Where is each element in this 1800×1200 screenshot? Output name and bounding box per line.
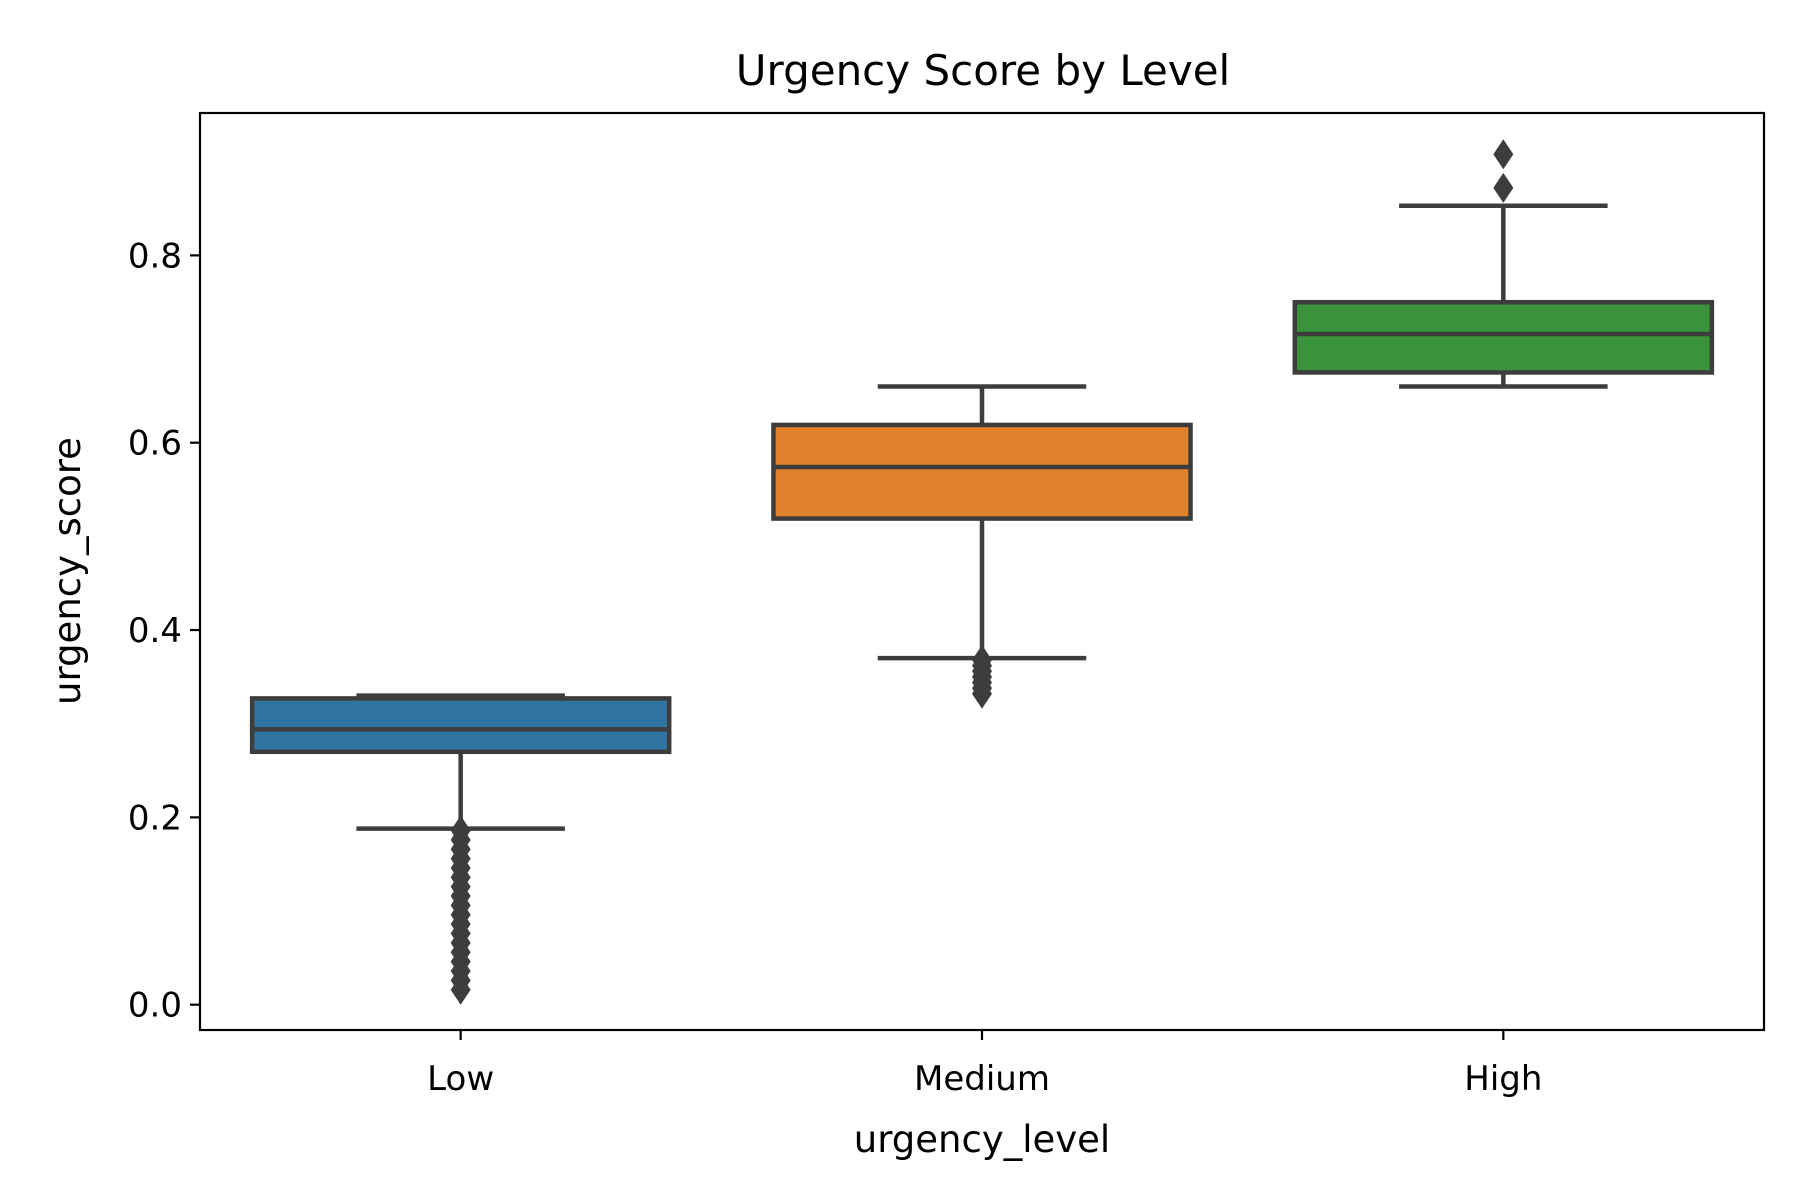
y-tick-label: 0.2 xyxy=(128,798,182,838)
outlier-low xyxy=(450,974,471,1005)
chart-title: Urgency Score by Level xyxy=(736,46,1230,95)
plot-area xyxy=(249,139,1715,1005)
iqr-box-low xyxy=(249,696,672,755)
box-medium xyxy=(771,384,1193,709)
x-tick-label: Low xyxy=(427,1059,494,1099)
iqr-box-medium xyxy=(771,422,1193,521)
outlier-medium xyxy=(972,678,992,709)
y-tick-label: 0.4 xyxy=(128,611,182,651)
y-axis: 0.0 0.2 0.4 0.6 0.8 xyxy=(128,236,200,1026)
outlier-high xyxy=(1493,172,1514,203)
x-axis: Low Medium High xyxy=(427,1030,1542,1099)
outlier-high xyxy=(1493,139,1514,170)
x-axis-label: urgency_level xyxy=(854,1118,1110,1161)
y-axis-label: urgency_score xyxy=(46,437,89,705)
y-tick-label: 0.0 xyxy=(128,986,182,1026)
y-tick-label: 0.8 xyxy=(128,236,182,276)
x-tick-label: High xyxy=(1464,1059,1542,1099)
y-tick-label: 0.6 xyxy=(128,424,182,464)
iqr-box-high xyxy=(1292,299,1715,375)
box-low xyxy=(249,693,672,1005)
x-tick-label: Medium xyxy=(914,1059,1050,1099)
box-high xyxy=(1292,139,1715,389)
